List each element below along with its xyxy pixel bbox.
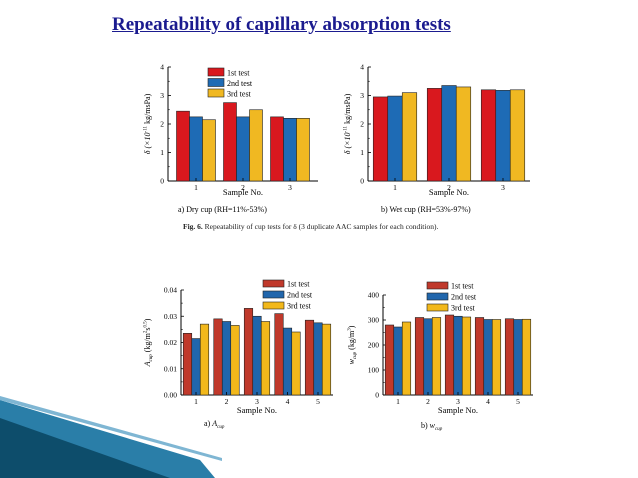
- y-tick-label: 100: [368, 366, 380, 375]
- y-tick-label: 0.02: [164, 338, 177, 347]
- x-axis-label: Sample No.: [223, 187, 263, 197]
- y-axis-label: δ (×10-11 kg/msPa): [143, 93, 152, 154]
- y-tick-label: 3: [160, 91, 164, 100]
- legend-swatch: [207, 67, 225, 77]
- chart-caption: b) wcup: [421, 421, 443, 432]
- legend-swatch: [207, 78, 225, 87]
- x-tick-label: 2: [225, 397, 229, 406]
- legend-label: 1st test: [227, 69, 250, 78]
- y-tick-label: 400: [368, 291, 380, 300]
- figure-caption-text: Repeatability of cup tests for δ (3 dupl…: [204, 222, 439, 231]
- y-axis-label: δ (×10-11 kg/msPa): [343, 93, 352, 154]
- bar-b-3-3: [509, 89, 526, 182]
- legend-label: 1st test: [451, 282, 474, 291]
- decor-light-band: [0, 400, 215, 478]
- legend-label: 2nd test: [451, 293, 477, 302]
- legend-label: 2nd test: [227, 79, 253, 88]
- y-tick-label: 3: [360, 91, 364, 100]
- y-tick-label: 0: [360, 177, 364, 186]
- y-tick-label: 0.01: [164, 364, 177, 373]
- x-axis-label: Sample No.: [237, 405, 277, 415]
- bar-a-1-3: [202, 119, 216, 182]
- x-tick-label: 2: [241, 183, 245, 192]
- slide-title: Repeatability of capillary absorption te…: [112, 14, 451, 35]
- bar-d-4-3: [491, 319, 502, 396]
- bar-d-3-3: [461, 316, 472, 396]
- legend-swatch: [262, 290, 285, 299]
- legend-label: 3rd test: [451, 304, 476, 313]
- chart-caption: b) Wet cup (RH=53%-97%): [381, 205, 471, 214]
- x-tick-label: 2: [447, 183, 451, 192]
- y-axis-label: wcup (kg/m3): [347, 325, 358, 364]
- bar-d-2-3: [431, 317, 442, 396]
- bar-a-2-3: [249, 109, 263, 182]
- y-tick-label: 2: [160, 120, 164, 129]
- bar-c-5-3: [321, 323, 332, 396]
- x-tick-label: 4: [286, 397, 290, 406]
- y-tick-label: 200: [368, 341, 380, 350]
- bar-d-1-3: [401, 321, 412, 396]
- legend-label: 1st test: [287, 280, 310, 289]
- bar-c-2-3: [230, 325, 240, 396]
- chart-caption: a) Dry cup (RH=11%-53%): [178, 205, 267, 214]
- chart-caption: a) Acup: [204, 419, 225, 430]
- bar-b-2-3: [455, 86, 472, 182]
- bar-b-1-3: [401, 92, 418, 182]
- x-axis-label: Sample No.: [429, 187, 469, 197]
- x-tick-label: 3: [456, 397, 460, 406]
- legend-label: 3rd test: [287, 302, 312, 311]
- y-tick-label: 4: [360, 63, 364, 72]
- legend-swatch: [426, 303, 449, 312]
- x-tick-label: 4: [486, 397, 490, 406]
- x-axis-label: Sample No.: [438, 405, 478, 415]
- y-tick-label: 1: [360, 148, 364, 157]
- bar-c-3-3: [260, 321, 271, 396]
- bar-d-5-3: [521, 318, 532, 396]
- legend-swatch: [426, 292, 449, 301]
- x-tick-label: 1: [396, 397, 400, 406]
- decor-thin-line: [0, 396, 222, 461]
- y-tick-label: 0.03: [164, 312, 177, 321]
- legend-label: 2nd test: [287, 291, 313, 300]
- x-tick-label: 1: [393, 183, 397, 192]
- y-tick-label: 300: [368, 316, 380, 325]
- figure-caption: Fig. 6. Repeatability of cup tests for δ…: [183, 222, 438, 231]
- y-tick-label: 1: [160, 148, 164, 157]
- x-tick-label: 2: [426, 397, 430, 406]
- legend-label: 3rd test: [227, 90, 252, 99]
- x-tick-label: 1: [194, 397, 198, 406]
- legend-swatch: [262, 279, 285, 288]
- y-tick-label: 0.04: [164, 286, 177, 295]
- x-tick-label: 1: [194, 183, 198, 192]
- x-tick-label: 5: [316, 397, 320, 406]
- x-tick-label: 3: [255, 397, 259, 406]
- legend-swatch: [262, 301, 285, 310]
- figure-caption-label: Fig. 6.: [183, 222, 203, 231]
- bar-a-3-3: [296, 118, 310, 182]
- x-tick-label: 3: [501, 183, 505, 192]
- bar-c-4-3: [291, 331, 301, 396]
- x-tick-label: 5: [516, 397, 520, 406]
- y-axis-label: Acup (kg/m2s0.5): [143, 318, 154, 367]
- legend-swatch: [207, 88, 225, 98]
- y-tick-label: 2: [360, 120, 364, 129]
- y-tick-label: 4: [160, 63, 164, 72]
- y-tick-label: 0.00: [164, 391, 177, 400]
- x-tick-label: 3: [288, 183, 292, 192]
- y-tick-label: 0: [160, 177, 164, 186]
- legend-swatch: [426, 281, 449, 290]
- y-tick-label: 0: [375, 391, 379, 400]
- bar-c-1-3: [199, 323, 210, 396]
